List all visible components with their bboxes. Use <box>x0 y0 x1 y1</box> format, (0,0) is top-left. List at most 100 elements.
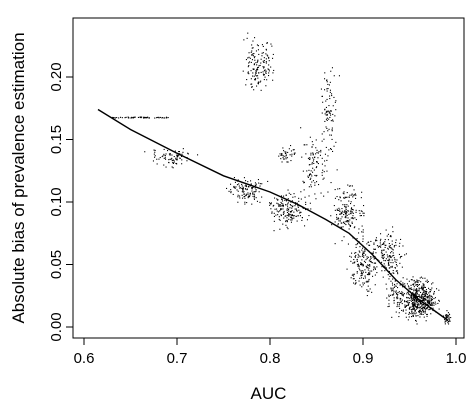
scatter-point <box>267 55 269 57</box>
scatter-point <box>417 280 419 282</box>
scatter-point <box>419 306 421 308</box>
scatter-point <box>308 164 310 166</box>
scatter-point <box>362 229 364 231</box>
scatter-point <box>307 176 309 178</box>
scatter-point <box>370 260 372 262</box>
scatter-point <box>430 296 432 298</box>
scatter-point <box>352 196 354 198</box>
scatter-point <box>277 199 279 201</box>
scatter-point <box>359 251 361 253</box>
scatter-point <box>425 303 427 305</box>
scatter-point <box>263 74 265 76</box>
scatter-point <box>330 148 332 150</box>
scatter-point <box>307 157 309 159</box>
scatter-point <box>382 249 384 251</box>
scatter-point <box>362 231 364 233</box>
scatter-point <box>425 289 427 291</box>
scatter-point <box>286 226 288 228</box>
scatter-point <box>388 278 390 280</box>
scatter-point <box>318 151 320 153</box>
scatter-point <box>354 256 356 258</box>
scatter-point <box>397 273 399 275</box>
scatter-point <box>274 197 276 199</box>
scatter-point <box>177 155 179 157</box>
scatter-point <box>163 164 165 166</box>
scatter-point <box>398 312 400 314</box>
scatter-point <box>416 295 418 297</box>
scatter-point <box>412 292 414 294</box>
scatter-point <box>426 301 428 303</box>
scatter-point <box>416 284 418 286</box>
scatter-point <box>256 44 258 46</box>
scatter-point <box>346 204 348 206</box>
scatter-point <box>430 289 432 291</box>
scatter-point <box>413 299 415 301</box>
x-tick-label: 0.9 <box>353 350 374 367</box>
scatter-point <box>341 222 343 224</box>
scatter-point <box>395 244 397 246</box>
scatter-point <box>286 199 288 201</box>
scatter-point <box>406 304 408 306</box>
scatter-point <box>314 174 316 176</box>
scatter-point <box>230 192 232 194</box>
scatter-point <box>317 157 319 159</box>
scatter-point <box>175 162 177 164</box>
scatter-point <box>310 174 312 176</box>
scatter-point <box>428 295 430 297</box>
scatter-point <box>355 282 357 284</box>
scatter-point <box>402 283 404 285</box>
scatter-point <box>330 114 332 116</box>
scatter-point <box>429 308 431 310</box>
scatter-point <box>165 153 167 155</box>
scatter-point <box>143 116 145 118</box>
scatter-point <box>323 171 325 173</box>
scatter-point <box>423 290 425 292</box>
scatter-point <box>330 215 332 217</box>
scatter-point <box>348 196 350 198</box>
scatter-point <box>270 208 272 210</box>
scatter-point <box>399 302 401 304</box>
scatter-point <box>324 108 326 110</box>
x-axis: 0.6 0.7 0.8 0.9 1.0 <box>74 338 466 367</box>
scatter-point <box>421 294 423 296</box>
scatter-point <box>391 266 393 268</box>
scatter-point <box>426 293 428 295</box>
scatter-point <box>409 308 411 310</box>
scatter-point <box>398 316 400 318</box>
scatter-point <box>246 37 248 39</box>
scatter-point <box>243 191 245 193</box>
scatter-point <box>381 254 383 256</box>
scatter-point <box>416 303 418 305</box>
scatter-point <box>329 98 331 100</box>
scatter-point <box>326 88 328 90</box>
scatter-point <box>290 160 292 162</box>
scatter-point <box>450 317 452 319</box>
scatter-point <box>252 53 254 55</box>
scatter-point <box>383 263 385 265</box>
scatter-point <box>340 200 342 202</box>
scatter-point <box>164 117 166 119</box>
scatter-point <box>251 83 253 85</box>
scatter-point <box>311 146 313 148</box>
scatter-point <box>388 303 390 305</box>
scatter-point <box>248 62 250 64</box>
scatter-point <box>324 113 326 115</box>
scatter-point <box>418 304 420 306</box>
scatter-point <box>422 293 424 295</box>
scatter-point <box>427 296 429 298</box>
scatter-point <box>361 264 363 266</box>
scatter-point <box>258 81 260 83</box>
scatter-point <box>355 252 357 254</box>
scatter-point <box>326 81 328 83</box>
scatter-point <box>432 282 434 284</box>
scatter-point <box>283 195 285 197</box>
scatter-point <box>333 96 335 98</box>
scatter-point <box>268 69 270 71</box>
scatter-point <box>350 185 352 187</box>
scatter-point <box>424 294 426 296</box>
scatter-point <box>286 214 288 216</box>
scatter-point <box>395 291 397 293</box>
scatter-point <box>265 49 267 51</box>
scatter-point <box>282 157 284 159</box>
